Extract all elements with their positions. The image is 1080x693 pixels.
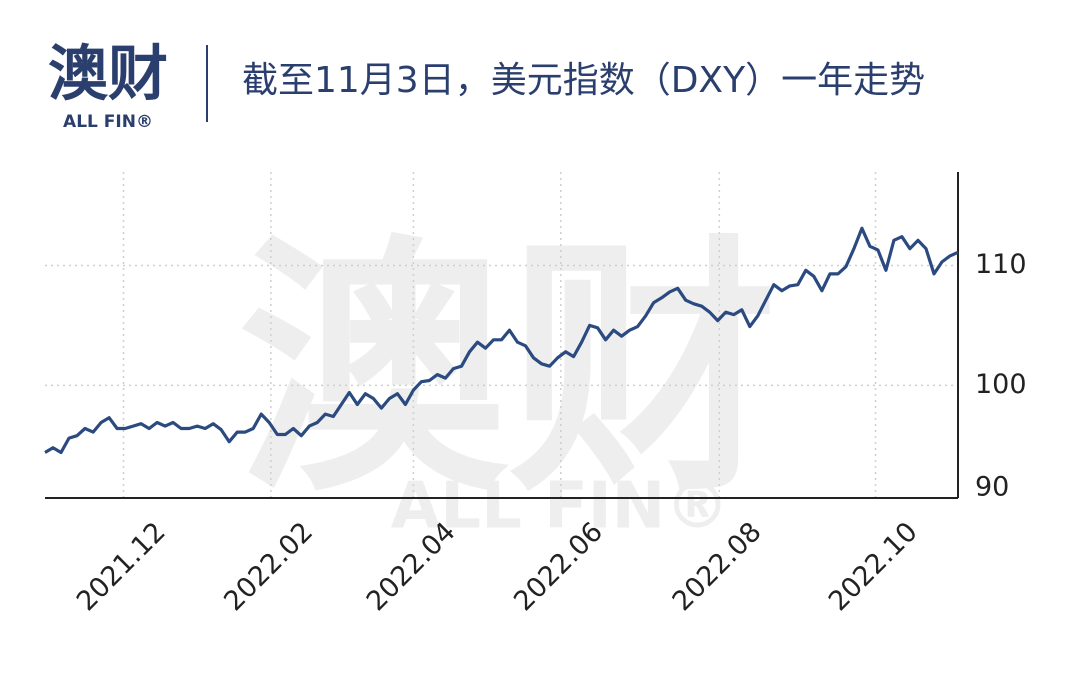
x-tick-label: 2022.10 xyxy=(823,516,924,617)
logo-sub: ALL FIN® xyxy=(63,112,153,132)
x-tick-label: 2022.02 xyxy=(218,516,319,617)
y-tick-label: 100 xyxy=(975,369,1027,400)
x-tick-label: 2021.12 xyxy=(71,516,172,617)
logo: 澳财 xyxy=(48,40,168,110)
line xyxy=(44,226,959,455)
chart-title: 截至11月3日，美元指数（DXY）一年走势 xyxy=(242,60,925,101)
watermark-sub: ALL FIN® xyxy=(391,470,729,544)
y-tick-label: 110 xyxy=(975,249,1027,280)
y-tick-label: 90 xyxy=(975,472,1009,503)
